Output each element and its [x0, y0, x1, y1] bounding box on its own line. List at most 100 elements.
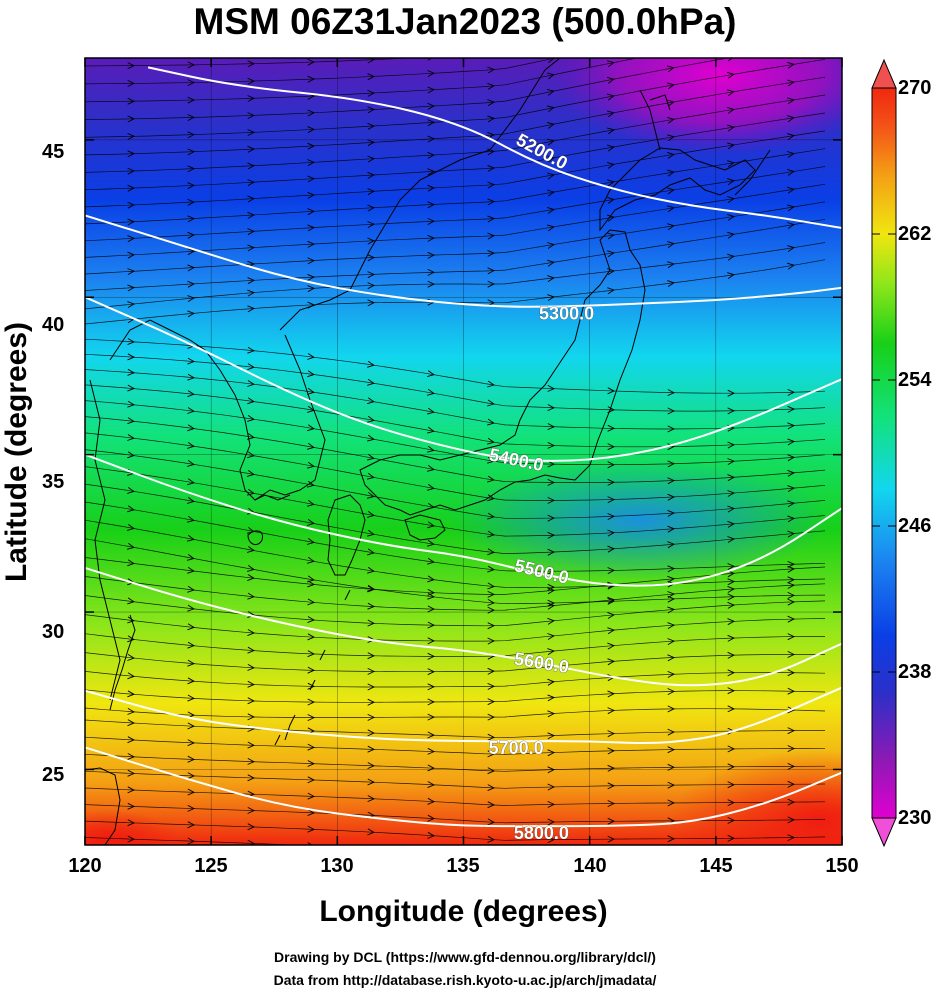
streamline [85, 519, 826, 588]
wind-arrow [727, 213, 735, 221]
wind-arrow [727, 816, 736, 824]
wind-arrow [246, 470, 255, 477]
wind-arrow [727, 231, 735, 239]
wind-arrow [607, 232, 615, 240]
wind-arrow [607, 387, 616, 395]
wind-arrow [787, 798, 796, 806]
wind-arrow [787, 45, 794, 51]
wind-arrow [667, 728, 676, 736]
wind-arrow [787, 669, 796, 677]
wind-arrow [367, 762, 376, 770]
colorbar-max-arrow [871, 58, 897, 89]
streamline [85, 384, 826, 448]
wind-arrow [606, 110, 615, 118]
wind-arrow [546, 206, 555, 214]
wind-arrow [426, 464, 435, 472]
wind-arrow [727, 563, 736, 570]
streamline [85, 94, 826, 173]
streamline [85, 338, 826, 394]
wind-arrow [187, 61, 196, 69]
wind-arrow [427, 814, 436, 822]
wind-arrow [187, 641, 196, 649]
wind-arrow [487, 399, 495, 407]
wind-arrow [307, 175, 316, 183]
wind-arrow [547, 678, 556, 686]
wind-arrow [487, 835, 496, 843]
streamline [85, 242, 826, 310]
wind-arrow [307, 191, 316, 199]
wind-arrow [787, 27, 794, 33]
wind-arrow [127, 417, 135, 425]
wind-arrow [427, 86, 436, 94]
wind-arrow [427, 637, 436, 645]
wind-arrow [247, 95, 256, 102]
wind-arrow [187, 390, 195, 398]
wind-arrow [427, 683, 436, 691]
wind-arrow [666, 116, 675, 124]
streamline [85, 58, 730, 120]
wind-arrow [427, 70, 436, 77]
wind-arrow [787, 151, 795, 158]
streamline [85, 671, 826, 688]
wind-arrow [787, 762, 796, 770]
wind-arrow [487, 767, 496, 775]
wind-arrow [247, 211, 256, 219]
streamline [85, 259, 826, 325]
streamline [85, 218, 826, 291]
wind-arrow [667, 705, 676, 713]
wind-arrow [187, 659, 196, 667]
streamline [85, 369, 826, 430]
wind-arrow [307, 208, 316, 216]
wind-arrow [487, 380, 495, 388]
wind-arrow [487, 115, 496, 123]
contour-label: 5700.0 [489, 738, 544, 758]
wind-arrow [187, 165, 196, 173]
credit-data-source: Data from http://database.rish.kyoto-u.a… [273, 972, 657, 988]
wind-arrow [247, 664, 256, 671]
wind-arrow [787, 115, 795, 123]
contour-line [85, 746, 842, 828]
wind-arrow [127, 719, 136, 727]
wind-arrow [787, 97, 795, 105]
wind-arrow [727, 490, 736, 497]
wind-arrow [607, 627, 616, 635]
graticule [85, 58, 842, 845]
wind-arrow [607, 287, 615, 295]
wind-arrow [487, 267, 496, 275]
wind-arrow [487, 637, 496, 645]
wind-arrow [127, 400, 136, 408]
wind-arrow [607, 764, 616, 772]
wind-arrow [546, 105, 555, 113]
wind-arrow [427, 621, 436, 629]
streamline [85, 614, 826, 642]
wind-arrow [487, 494, 495, 502]
wind-arrow [247, 433, 255, 440]
streamline [85, 416, 826, 483]
wind-arrow [247, 305, 256, 313]
streamline [85, 201, 826, 275]
wind-arrow [247, 697, 256, 705]
wind-arrow [187, 182, 196, 190]
wind-arrow [787, 591, 796, 599]
wind-arrow [667, 565, 676, 573]
wind-arrow [187, 373, 196, 381]
streamline [85, 787, 826, 806]
wind-arrow [487, 599, 496, 606]
wind-arrow [307, 698, 316, 706]
wind-arrow [547, 242, 555, 249]
wind-arrow [727, 196, 735, 203]
wind-arrow [726, 71, 735, 79]
wind-arrow [787, 687, 796, 695]
wind-arrow [127, 368, 136, 376]
wind-arrow [487, 249, 496, 257]
wind-arrow [727, 799, 736, 807]
wind-arrow [787, 615, 796, 623]
wind-arrow [727, 687, 736, 695]
colorbar-tick-label: 254 [898, 369, 932, 391]
wind-arrow [786, 262, 795, 270]
wind-arrow [427, 280, 436, 288]
wind-arrow [727, 142, 735, 150]
credit-dcl: Drawing by DCL (https://www.gfd-dennou.o… [274, 949, 656, 965]
wind-arrow [127, 115, 136, 123]
wind-arrow [247, 129, 256, 136]
